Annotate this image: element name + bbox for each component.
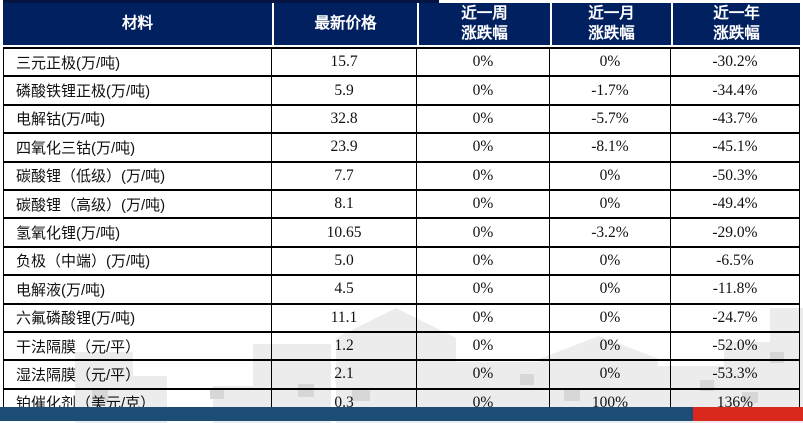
month-change-cell: -8.1% (550, 134, 671, 163)
footer-bar-red (693, 407, 803, 421)
material-cell: 干法隔膜（元/平） (3, 332, 272, 362)
watermark-window (700, 380, 714, 391)
year-change-cell: -6.5% (671, 247, 800, 277)
month-change-cell: 0% (550, 247, 671, 277)
price-cell: 15.7 (272, 47, 417, 78)
price-cell: 4.5 (272, 276, 417, 305)
year-change-cell: -30.2% (671, 47, 800, 78)
year-change-cell: -52.0% (671, 332, 800, 362)
table-row: 三元正极(万/吨) 15.7 0% 0% -30.2% (3, 47, 800, 78)
material-cell: 磷酸铁锂正极(万/吨) (3, 77, 272, 106)
month-change-cell: 0% (550, 304, 671, 333)
header-week-change: 近一周 涨跌幅 (417, 3, 550, 47)
material-cell: 三元正极(万/吨) (3, 47, 272, 78)
month-change-cell: 0% (550, 276, 671, 305)
header-latest-price: 最新价格 (272, 3, 417, 47)
price-cell: 8.1 (272, 190, 417, 220)
header-month-change: 近一月 涨跌幅 (550, 3, 671, 47)
week-change-cell: 0% (417, 304, 550, 333)
month-change-cell: 0% (550, 47, 671, 78)
table-row: 负极（中端）(万/吨) 5.0 0% 0% -6.5% (3, 247, 800, 277)
price-cell: 10.65 (272, 219, 417, 248)
year-change-cell: -24.7% (671, 304, 800, 333)
material-cell: 碳酸锂（高级）(万/吨) (3, 190, 272, 220)
price-cell: 2.1 (272, 361, 417, 390)
header-material: 材料 (3, 3, 272, 47)
month-change-cell: 0% (550, 332, 671, 362)
footer-bar-blue (0, 407, 693, 421)
watermark-window (564, 390, 580, 401)
year-change-cell: -29.0% (671, 219, 800, 248)
cropped-title-fragment (3, 0, 439, 3)
week-change-cell: 0% (417, 247, 550, 277)
material-cell: 四氧化三钴(万/吨) (3, 134, 272, 163)
material-cell: 负极（中端）(万/吨) (3, 247, 272, 277)
price-cell: 5.0 (272, 247, 417, 277)
price-cell: 32.8 (272, 105, 417, 135)
price-cell: 7.7 (272, 162, 417, 191)
price-cell: 23.9 (272, 134, 417, 163)
price-cell: 1.2 (272, 332, 417, 362)
watermark-window (298, 384, 314, 397)
year-change-cell: -50.3% (671, 162, 800, 191)
week-change-cell: 0% (417, 134, 550, 163)
material-cell: 电解液(万/吨) (3, 276, 272, 305)
week-change-cell: 0% (417, 162, 550, 191)
table-row: 磷酸铁锂正极(万/吨) 5.9 0% -1.7% -34.4% (3, 77, 800, 106)
table-row: 氢氧化锂(万/吨) 10.65 0% -3.2% -29.0% (3, 219, 800, 248)
table-body: 三元正极(万/吨) 15.7 0% 0% -30.2% 磷酸铁锂正极(万/吨) … (3, 47, 800, 419)
material-cell: 湿法隔膜（元/平） (3, 361, 272, 390)
year-change-cell: -53.3% (671, 361, 800, 390)
table-row: 碳酸锂（高级）(万/吨) 8.1 0% 0% -49.4% (3, 190, 800, 220)
watermark-building (770, 308, 803, 344)
month-change-cell: 0% (550, 190, 671, 220)
watermark-window (520, 374, 534, 385)
table-row: 碳酸锂（低级）(万/吨) 7.7 0% 0% -50.3% (3, 162, 800, 191)
week-change-cell: 0% (417, 47, 550, 78)
watermark-window (92, 390, 108, 402)
watermark-window (210, 388, 224, 399)
month-change-cell: 0% (550, 162, 671, 191)
material-cell: 碳酸锂（低级）(万/吨) (3, 162, 272, 191)
watermark-window (352, 388, 370, 401)
week-change-cell: 0% (417, 361, 550, 390)
week-change-cell: 0% (417, 219, 550, 248)
table-row: 电解钴(万/吨) 32.8 0% -5.7% -43.7% (3, 105, 800, 135)
week-change-cell: 0% (417, 105, 550, 135)
material-cell: 电解钴(万/吨) (3, 105, 272, 135)
table-row: 干法隔膜（元/平） 1.2 0% 0% -52.0% (3, 332, 800, 362)
table-row: 湿法隔膜（元/平） 2.1 0% 0% -53.3% (3, 361, 800, 390)
header-year-change: 近一年 涨跌幅 (671, 3, 800, 47)
month-change-cell: -3.2% (550, 219, 671, 248)
week-change-cell: 0% (417, 276, 550, 305)
price-cell: 11.1 (272, 304, 417, 333)
month-change-cell: -5.7% (550, 105, 671, 135)
table-row: 电解液(万/吨) 4.5 0% 0% -11.8% (3, 276, 800, 305)
material-cell: 六氟磷酸锂(万/吨) (3, 304, 272, 333)
month-change-cell: 0% (550, 361, 671, 390)
year-change-cell: -43.7% (671, 105, 800, 135)
watermark-window (770, 352, 784, 363)
year-change-cell: -49.4% (671, 190, 800, 220)
week-change-cell: 0% (417, 332, 550, 362)
week-change-cell: 0% (417, 77, 550, 106)
year-change-cell: -34.4% (671, 77, 800, 106)
month-change-cell: -1.7% (550, 77, 671, 106)
watermark-window (742, 392, 758, 403)
week-change-cell: 0% (417, 190, 550, 220)
price-cell: 5.9 (272, 77, 417, 106)
year-change-cell: -11.8% (671, 276, 800, 305)
table-row: 四氧化三钴(万/吨) 23.9 0% -8.1% -45.1% (3, 134, 800, 163)
material-cell: 氢氧化锂(万/吨) (3, 219, 272, 248)
table-header: 材料 最新价格 近一周 涨跌幅 近一月 涨跌幅 近一年 涨跌幅 (3, 3, 800, 47)
material-price-table: 材料 最新价格 近一周 涨跌幅 近一月 涨跌幅 近一年 涨跌幅 三元正极(万/吨… (3, 3, 800, 419)
table-row: 六氟磷酸锂(万/吨) 11.1 0% 0% -24.7% (3, 304, 800, 333)
year-change-cell: -45.1% (671, 134, 800, 163)
